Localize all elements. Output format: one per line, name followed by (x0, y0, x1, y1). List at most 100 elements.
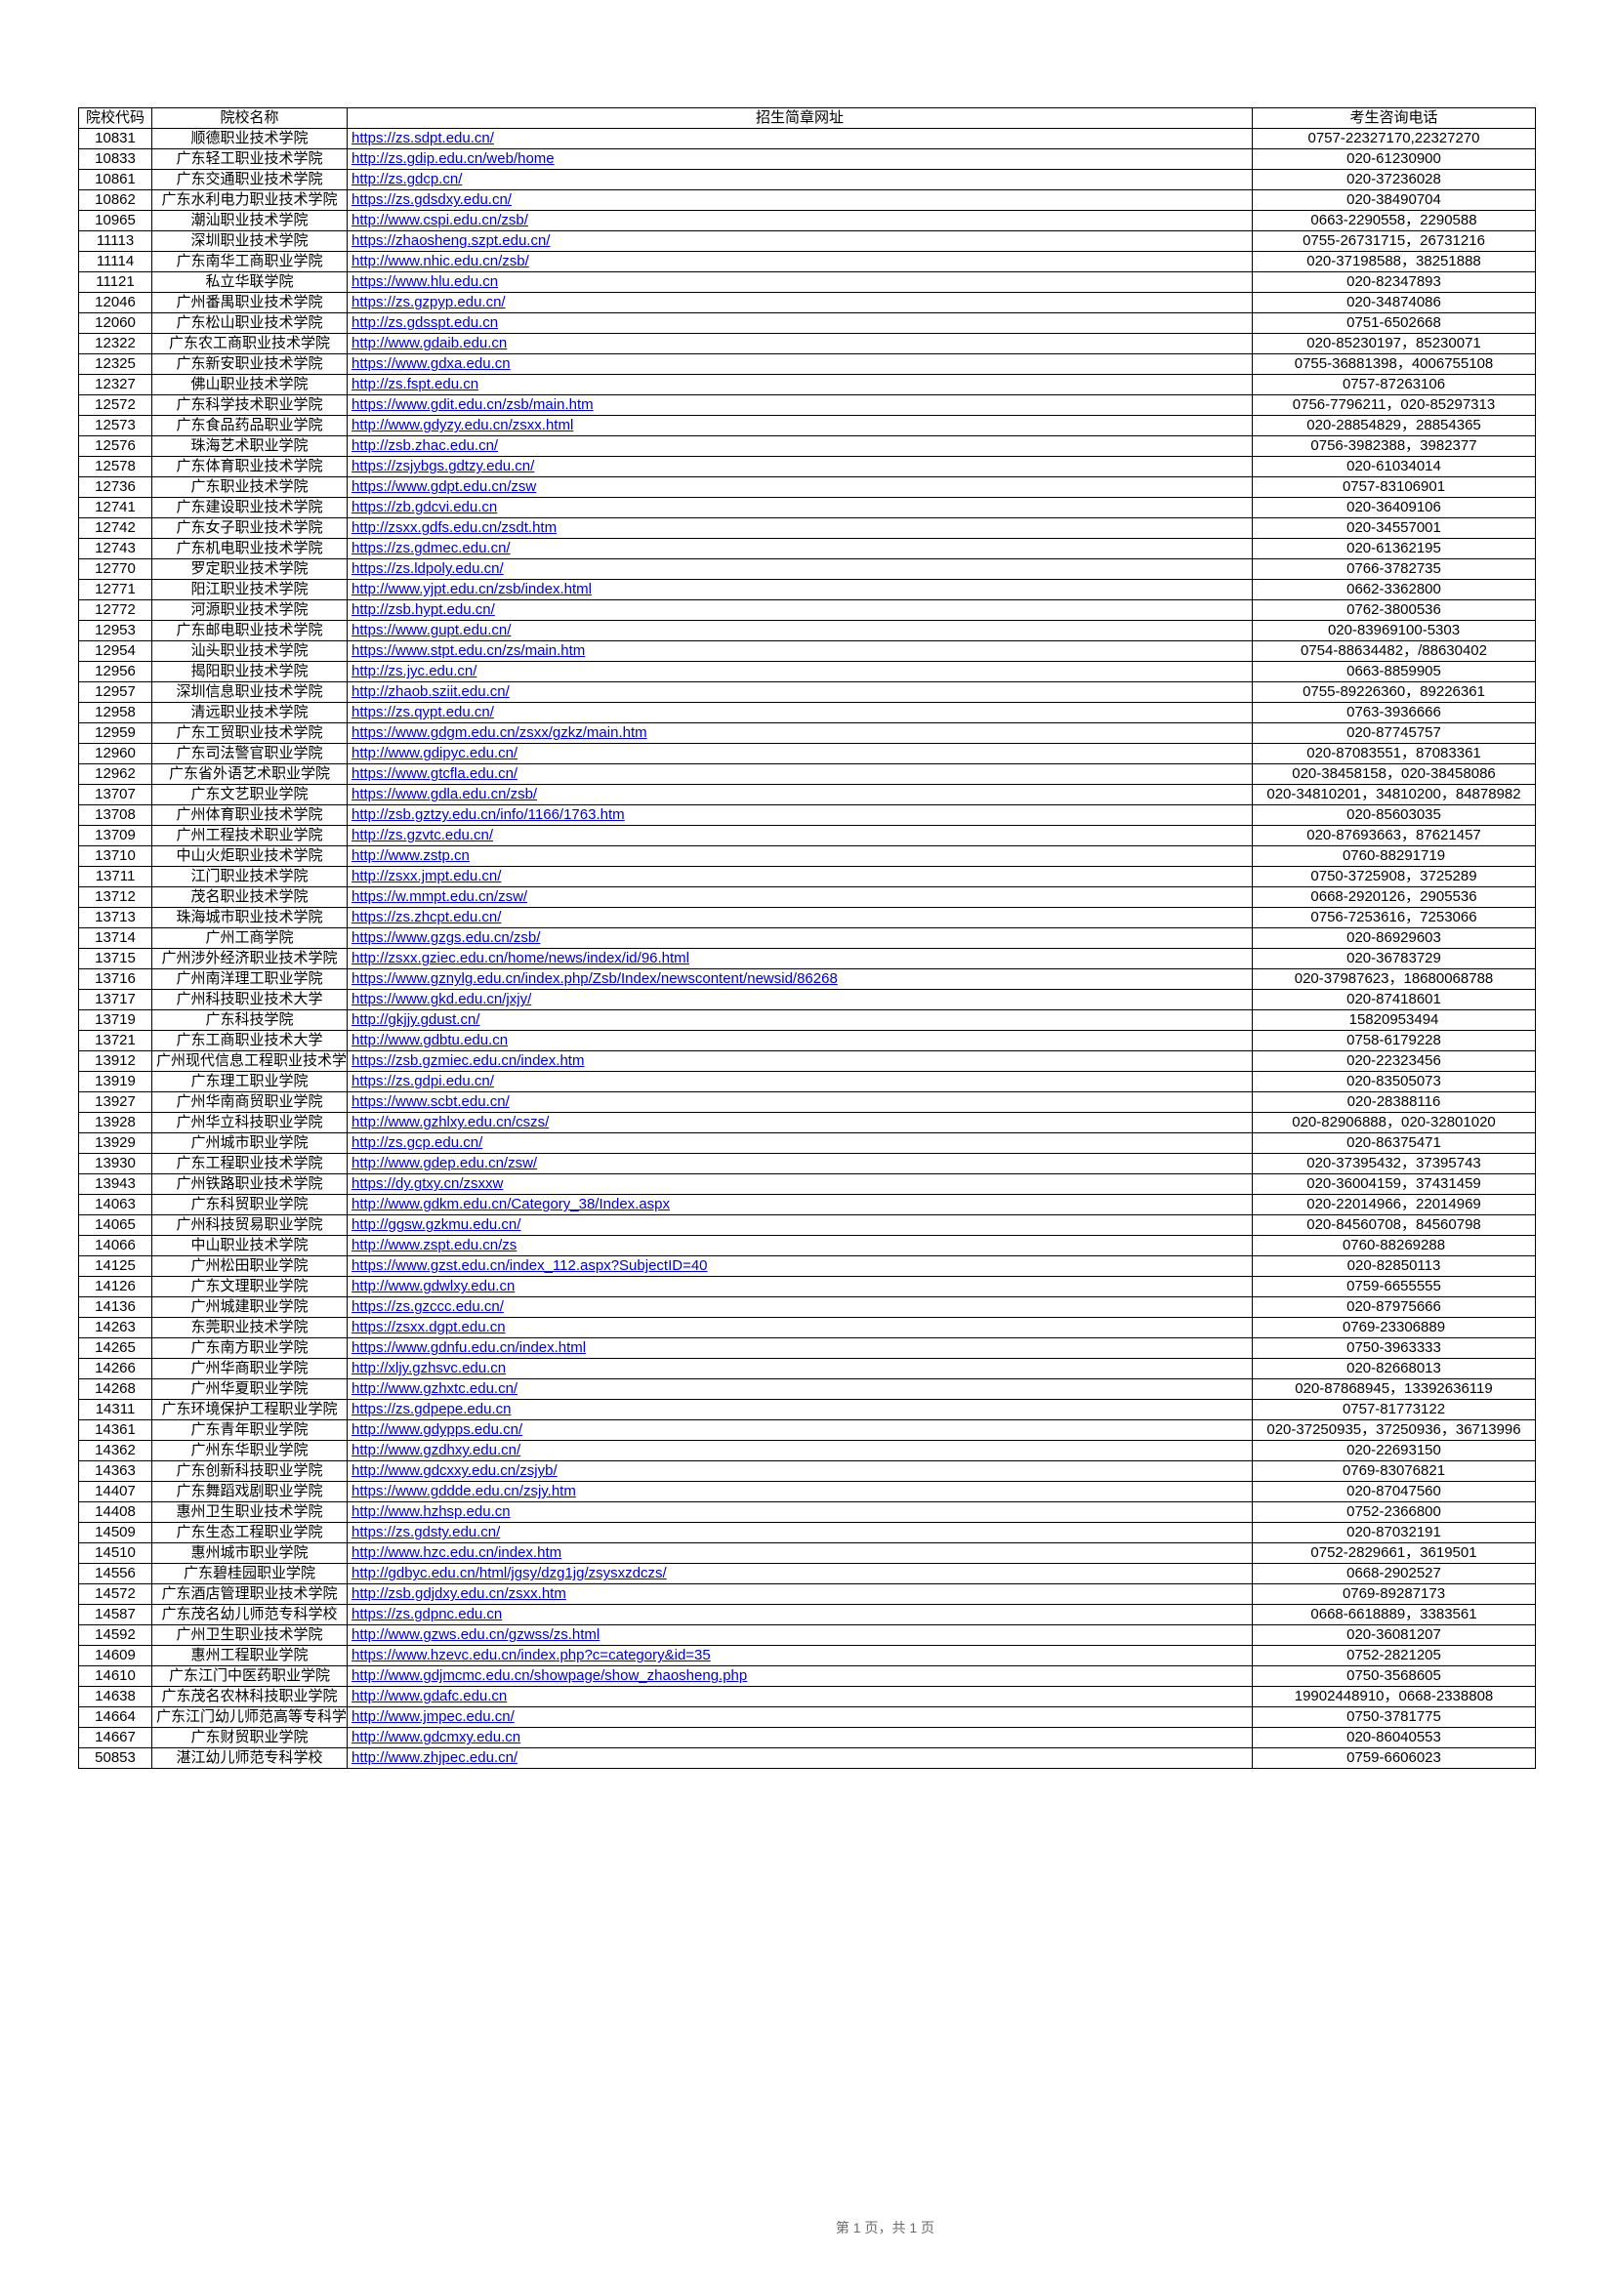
url-link[interactable]: http://gdbyc.edu.cn/html/jgsy/dzg1jg/zsy… (352, 1565, 667, 1581)
url-link[interactable]: https://www.gkd.edu.cn/jxjy/ (352, 991, 531, 1007)
url-link[interactable]: http://www.gdafc.edu.cn (352, 1688, 507, 1704)
cell-code: 13927 (79, 1092, 152, 1113)
url-link[interactable]: https://www.gddde.edu.cn/zsjy.htm (352, 1483, 576, 1499)
url-link[interactable]: http://www.gzhxtc.edu.cn/ (352, 1380, 517, 1397)
url-link[interactable]: https://www.hzevc.edu.cn/index.php?c=cat… (352, 1647, 711, 1663)
url-link[interactable]: https://w.mmpt.edu.cn/zsw/ (352, 888, 527, 905)
url-link[interactable]: https://zs.zhcpt.edu.cn/ (352, 909, 501, 925)
cell-code: 13713 (79, 908, 152, 928)
url-link[interactable]: http://zsb.gztzy.edu.cn/info/1166/1763.h… (352, 806, 625, 823)
url-link[interactable]: https://zs.gdpepe.edu.cn (352, 1401, 511, 1417)
url-link[interactable]: https://zsxx.dgpt.edu.cn (352, 1319, 506, 1335)
url-link[interactable]: https://www.scbt.edu.cn/ (352, 1093, 510, 1110)
url-link[interactable]: https://zs.ldpoly.edu.cn/ (352, 560, 504, 577)
cell-url: http://www.gdcxxy.edu.cn/zsjyb/ (348, 1461, 1253, 1482)
url-link[interactable]: https://www.gzgs.edu.cn/zsb/ (352, 929, 540, 946)
url-link[interactable]: http://zsxx.gdfs.edu.cn/zsdt.htm (352, 519, 557, 536)
cell-name: 广东科学技术职业学院 (152, 395, 348, 416)
url-link[interactable]: http://www.gdbtu.edu.cn (352, 1032, 508, 1048)
url-link[interactable]: https://www.gznylg.edu.cn/index.php/Zsb/… (352, 970, 838, 987)
cell-url: https://zs.gdpepe.edu.cn (348, 1400, 1253, 1420)
cell-name: 广东舞蹈戏剧职业学院 (152, 1482, 348, 1502)
url-link[interactable]: http://www.gdcmxy.edu.cn (352, 1729, 520, 1745)
url-link[interactable]: http://zs.gcp.edu.cn/ (352, 1134, 482, 1151)
url-link[interactable]: http://www.jmpec.edu.cn/ (352, 1708, 515, 1725)
url-link[interactable]: https://zsjybgs.gdtzy.edu.cn/ (352, 458, 534, 474)
url-link[interactable]: https://www.gdpt.edu.cn/zsw (352, 478, 536, 495)
url-link[interactable]: https://www.stpt.edu.cn/zs/main.htm (352, 642, 585, 659)
cell-phone: 15820953494 (1253, 1010, 1536, 1031)
url-link[interactable]: https://zs.qypt.edu.cn/ (352, 704, 494, 720)
url-link[interactable]: http://www.gzdhxy.edu.cn/ (352, 1442, 520, 1458)
url-link[interactable]: http://zsb.gdjdxy.edu.cn/zsxx.htm (352, 1585, 566, 1602)
url-link[interactable]: https://zs.gdsty.edu.cn/ (352, 1524, 500, 1540)
url-link[interactable]: https://zhaosheng.szpt.edu.cn/ (352, 232, 550, 249)
url-link[interactable]: https://zs.gdpi.edu.cn/ (352, 1073, 494, 1089)
url-link[interactable]: http://ggsw.gzkmu.edu.cn/ (352, 1216, 520, 1233)
url-link[interactable]: https://zsb.gzmiec.edu.cn/index.htm (352, 1052, 584, 1069)
url-link[interactable]: https://www.gdit.edu.cn/zsb/main.htm (352, 396, 594, 413)
url-link[interactable]: http://www.gdjmcmc.edu.cn/showpage/show_… (352, 1667, 747, 1684)
url-link[interactable]: https://www.gdxa.edu.cn (352, 355, 511, 372)
url-link[interactable]: https://zs.sdpt.edu.cn/ (352, 130, 494, 146)
url-link[interactable]: http://zs.gdip.edu.cn/web/home (352, 150, 555, 167)
url-link[interactable]: http://www.gdcxxy.edu.cn/zsjyb/ (352, 1462, 558, 1479)
url-link[interactable]: https://zs.gzccc.edu.cn/ (352, 1298, 504, 1315)
url-link[interactable]: http://www.gdkm.edu.cn/Category_38/Index… (352, 1196, 670, 1212)
url-link[interactable]: http://www.hzhsp.edu.cn (352, 1503, 511, 1520)
url-link[interactable]: http://www.cspi.edu.cn/zsb/ (352, 212, 528, 228)
table-row: 14362广州东华职业学院http://www.gzdhxy.edu.cn/02… (79, 1441, 1536, 1461)
url-link[interactable]: https://www.gupt.edu.cn/ (352, 622, 511, 638)
url-link[interactable]: https://www.hlu.edu.cn (352, 273, 498, 290)
url-link[interactable]: http://www.zhjpec.edu.cn/ (352, 1749, 517, 1766)
url-link[interactable]: https://dy.gtxy.cn/zsxxw (352, 1175, 503, 1192)
url-link[interactable]: https://zb.gdcvi.edu.cn (352, 499, 497, 515)
url-link[interactable]: http://www.zspt.edu.cn/zs (352, 1237, 517, 1253)
url-link[interactable]: http://gkjjy.gdust.cn/ (352, 1011, 479, 1028)
url-link[interactable]: http://zsb.hypt.edu.cn/ (352, 601, 495, 618)
url-link[interactable]: http://zs.gdsspt.edu.cn (352, 314, 498, 331)
url-link[interactable]: http://www.gzhlxy.edu.cn/cszs/ (352, 1114, 549, 1130)
url-link[interactable]: http://www.gdypps.edu.cn/ (352, 1421, 522, 1438)
url-link[interactable]: http://zhaob.sziit.edu.cn/ (352, 683, 510, 700)
cell-code: 12741 (79, 498, 152, 518)
url-link[interactable]: http://zs.fspt.edu.cn (352, 376, 478, 392)
url-link[interactable]: http://www.hzc.edu.cn/index.htm (352, 1544, 561, 1561)
url-link[interactable]: http://www.gdwlxy.edu.cn (352, 1278, 515, 1294)
url-link[interactable]: https://zs.gzpyp.edu.cn/ (352, 294, 506, 310)
cell-name: 河源职业技术学院 (152, 600, 348, 621)
cell-phone: 020-22014966，22014969 (1253, 1195, 1536, 1215)
url-link[interactable]: http://zsxx.gziec.edu.cn/home/news/index… (352, 950, 689, 966)
url-link[interactable]: http://zs.gzvtc.edu.cn/ (352, 827, 493, 843)
cell-name: 清远职业技术学院 (152, 703, 348, 723)
url-link[interactable]: http://xljy.gzhsvc.edu.cn (352, 1360, 506, 1376)
url-link[interactable]: https://www.gzst.edu.cn/index_112.aspx?S… (352, 1257, 708, 1274)
cell-name: 广东工商职业技术大学 (152, 1031, 348, 1051)
url-link[interactable]: http://www.nhic.edu.cn/zsb/ (352, 253, 529, 269)
url-link[interactable]: http://www.gdipyc.edu.cn/ (352, 745, 517, 761)
cell-phone: 020-22693150 (1253, 1441, 1536, 1461)
cell-url: http://www.jmpec.edu.cn/ (348, 1707, 1253, 1728)
url-link[interactable]: http://zsb.zhac.edu.cn/ (352, 437, 498, 454)
url-link[interactable]: http://www.gdaib.edu.cn (352, 335, 507, 351)
url-link[interactable]: http://zs.gdcp.cn/ (352, 171, 462, 187)
url-link[interactable]: http://www.gzws.edu.cn/gzwss/zs.html (352, 1626, 600, 1643)
url-link[interactable]: https://zs.gdpnc.edu.cn (352, 1606, 502, 1622)
url-link[interactable]: http://www.gdyzy.edu.cn/zsxx.html (352, 417, 573, 433)
url-link[interactable]: https://zs.gdsdxy.edu.cn/ (352, 191, 512, 208)
url-link[interactable]: http://zsxx.jmpt.edu.cn/ (352, 868, 501, 884)
url-link[interactable]: http://zs.jyc.edu.cn/ (352, 663, 476, 679)
url-link[interactable]: https://www.gdnfu.edu.cn/index.html (352, 1339, 586, 1356)
cell-code: 14407 (79, 1482, 152, 1502)
url-link[interactable]: https://www.gdgm.edu.cn/zsxx/gzkz/main.h… (352, 724, 647, 741)
cell-phone: 020-36409106 (1253, 498, 1536, 518)
url-link[interactable]: http://www.zstp.cn (352, 847, 470, 864)
url-link[interactable]: http://www.yjpt.edu.cn/zsb/index.html (352, 581, 592, 597)
url-link[interactable]: https://zs.gdmec.edu.cn/ (352, 540, 511, 556)
url-link[interactable]: https://www.gtcfla.edu.cn/ (352, 765, 517, 782)
url-link[interactable]: https://www.gdla.edu.cn/zsb/ (352, 786, 537, 802)
header-code: 院校代码 (79, 108, 152, 129)
url-link[interactable]: http://www.gdep.edu.cn/zsw/ (352, 1155, 537, 1171)
cell-phone: 020-38490704 (1253, 190, 1536, 211)
cell-code: 11113 (79, 231, 152, 252)
